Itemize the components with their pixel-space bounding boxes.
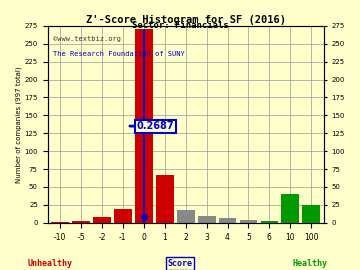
Bar	[219, 218, 237, 223]
Bar	[198, 216, 216, 223]
Text: Sector: Financials: Sector: Financials	[132, 21, 228, 30]
Text: ©www.textbiz.org: ©www.textbiz.org	[53, 36, 121, 42]
Text: Unhealthy: Unhealthy	[28, 259, 73, 268]
Bar	[156, 175, 174, 223]
Y-axis label: Number of companies (997 total): Number of companies (997 total)	[15, 66, 22, 183]
Title: Z'-Score Histogram for SF (2016): Z'-Score Histogram for SF (2016)	[86, 15, 286, 25]
Bar	[114, 209, 132, 223]
Bar	[93, 217, 111, 223]
Bar	[51, 222, 69, 223]
Text: Score: Score	[167, 259, 193, 268]
Bar	[240, 220, 257, 223]
Bar	[143, 29, 145, 223]
Text: Healthy: Healthy	[292, 259, 327, 268]
Bar	[177, 210, 194, 223]
Bar	[72, 221, 90, 223]
Bar	[135, 29, 153, 223]
Bar	[302, 205, 320, 223]
Text: The Research Foundation of SUNY: The Research Foundation of SUNY	[53, 51, 185, 58]
Bar	[261, 221, 278, 223]
Text: 0.2687: 0.2687	[136, 121, 174, 131]
Bar	[282, 194, 299, 223]
